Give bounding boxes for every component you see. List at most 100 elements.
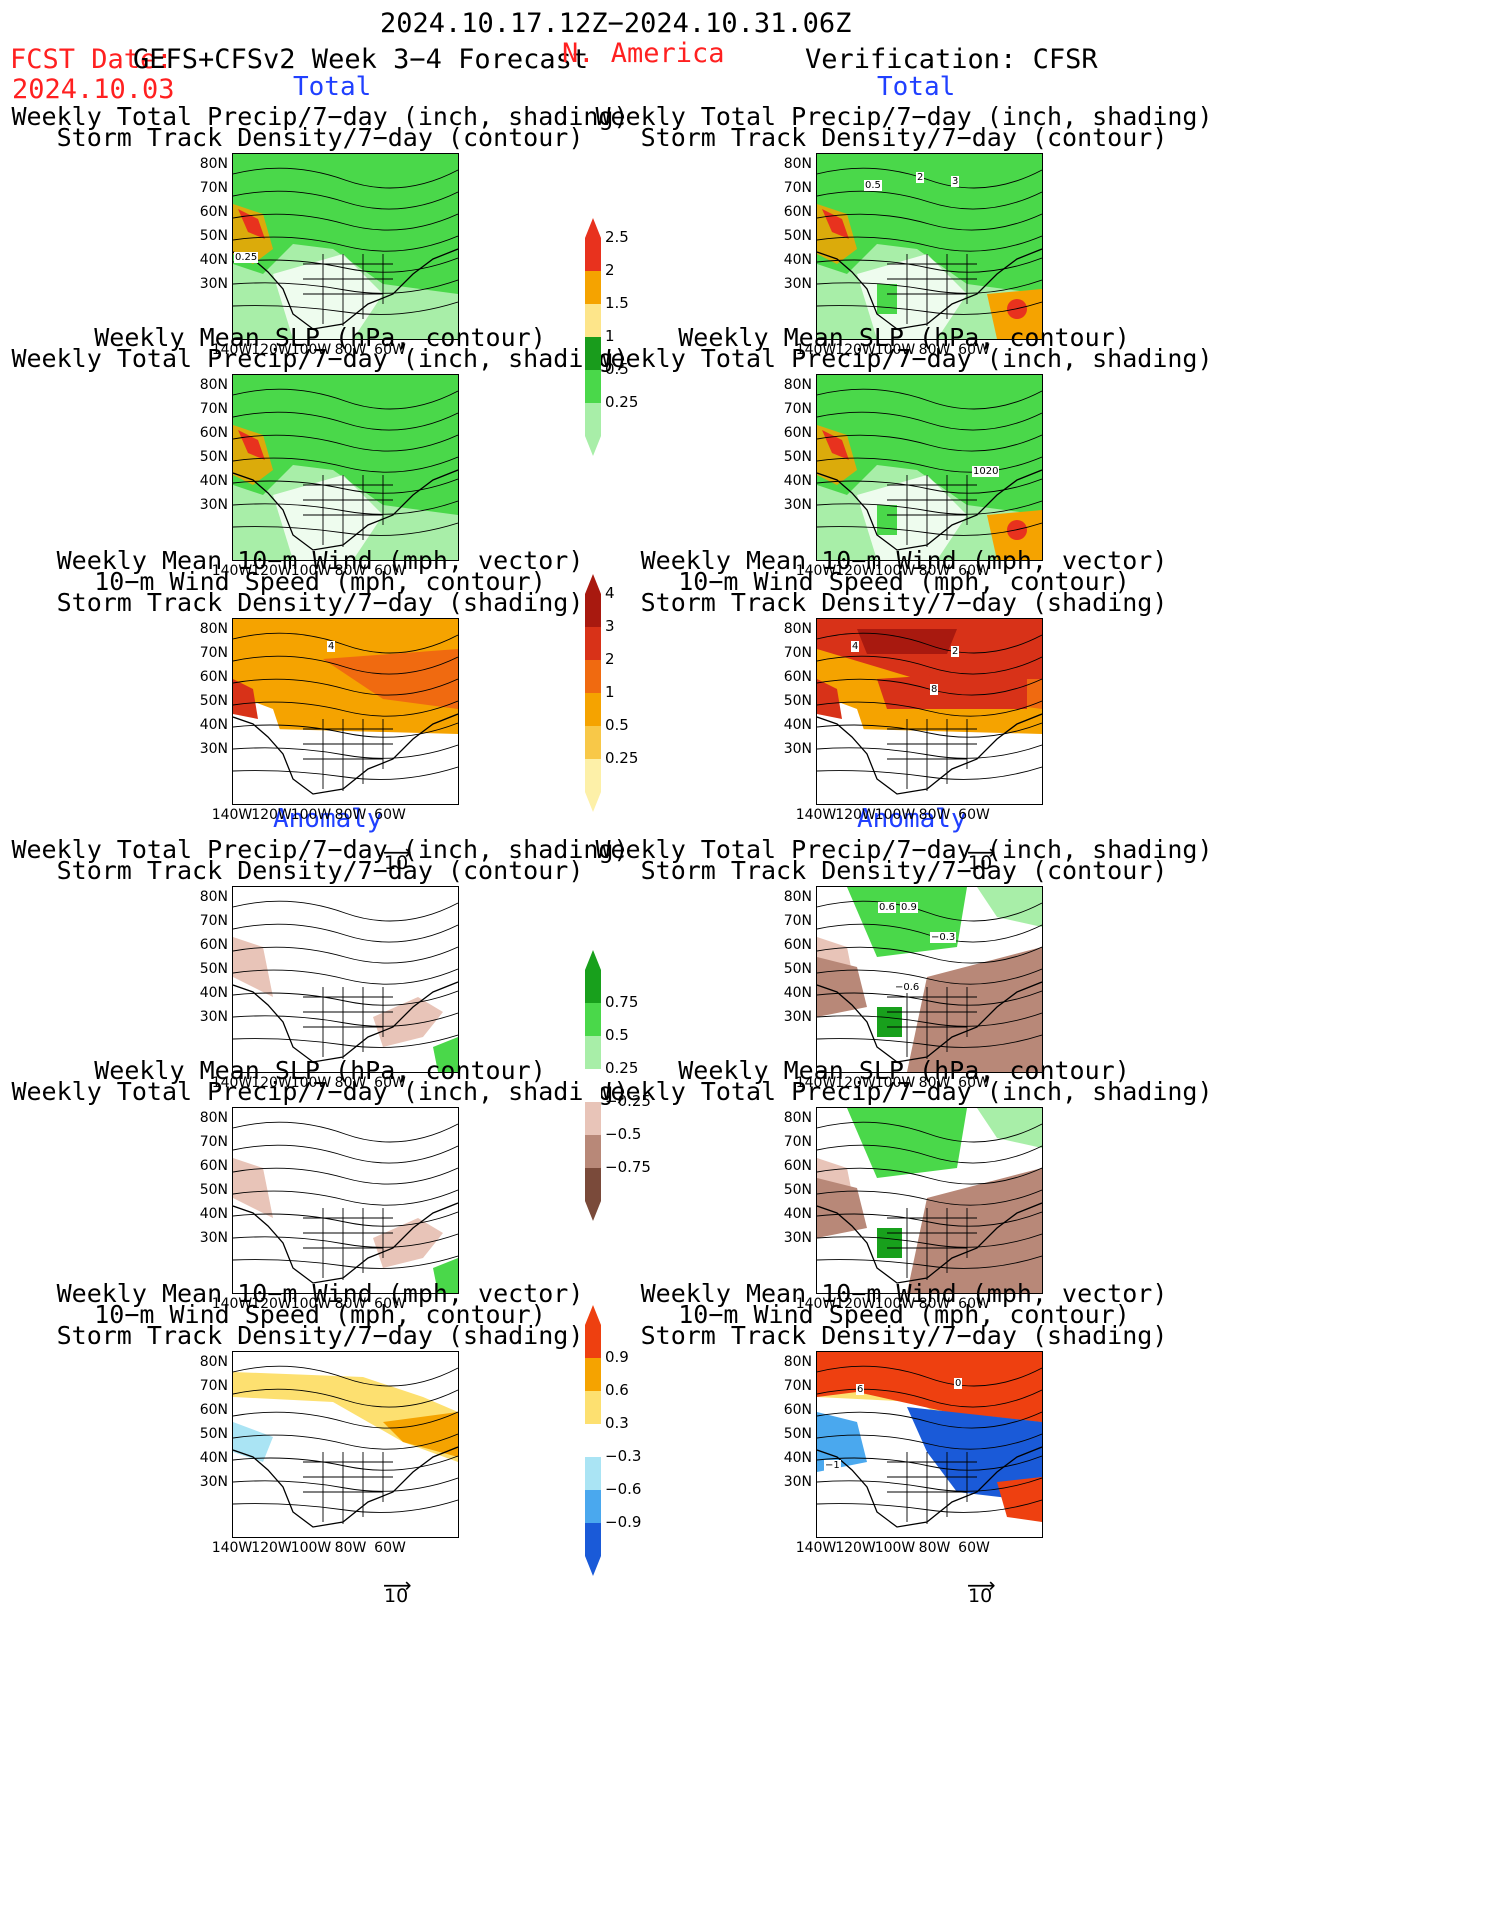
lat-label-80N: 80N — [199, 1354, 228, 1370]
panel-title-panom-left-line2: Storm Track Density/7−day (contour) — [56, 856, 584, 885]
lat-label-60N: 60N — [199, 937, 228, 953]
lat-label-30N: 30N — [783, 276, 812, 292]
lon-label-60W: 60W — [374, 1296, 406, 1312]
lat-label-40N: 40N — [783, 252, 812, 268]
fcst-date: 2024.10.03 — [12, 74, 175, 105]
map-label-e2: 2 — [951, 646, 960, 657]
lat-label-60N: 60N — [783, 669, 812, 685]
lon-label-140W: 140W — [795, 1296, 837, 1312]
lon-label-80W: 80W — [334, 342, 367, 358]
vector-arrow-icon: ⟶ — [383, 840, 412, 864]
map-sanom-left — [232, 1351, 459, 1538]
lon-label-100W: 100W — [290, 1296, 332, 1312]
panel-title-panom2-left-line1: Weekly Mean SLP (hPa, contour) — [94, 1056, 546, 1085]
map-label-g2: 0 — [954, 1378, 963, 1389]
verification-label: Verification: CFSR — [805, 44, 1098, 75]
lat-label-80N: 80N — [783, 1110, 812, 1126]
lat-label-70N: 70N — [199, 645, 228, 661]
map-label-b3: 3 — [951, 176, 960, 187]
lat-label-70N: 70N — [783, 913, 812, 929]
colorbar-storm_anom-label: 0.9 — [605, 1348, 629, 1366]
lat-label-50N: 50N — [199, 449, 228, 465]
colorbar-storm_total-label: 3 — [605, 617, 615, 635]
lat-label-70N: 70N — [199, 180, 228, 196]
lat-label-60N: 60N — [783, 1158, 812, 1174]
lon-label-100W: 100W — [290, 563, 332, 579]
lon-label-120W: 120W — [251, 1540, 292, 1556]
fcst-date-label: FCST Date: — [10, 44, 173, 75]
lat-label-40N: 40N — [783, 1206, 812, 1222]
map-stot-left — [232, 618, 459, 805]
panel-title-ptot-left-line2: Storm Track Density/7−day (contour) — [56, 123, 584, 152]
lon-label-80W: 80W — [918, 1296, 951, 1312]
lat-label-30N: 30N — [783, 497, 812, 513]
map-label-g1: 6 — [856, 1384, 865, 1395]
colorbar-storm_total-label: 0.25 — [605, 749, 639, 767]
lon-label-60W: 60W — [374, 807, 406, 823]
map-ptot-right — [816, 153, 1043, 340]
lat-label-80N: 80N — [783, 1354, 812, 1370]
colorbar-precip_total — [585, 218, 601, 460]
colorbar-precip_anom-label: 0.25 — [605, 1059, 639, 1077]
panel-title-stot-left-line2: 10−m Wind Speed (mph, contour) — [94, 567, 546, 596]
lat-label-70N: 70N — [783, 1378, 812, 1394]
panel-title-sanom-right-line2: 10−m Wind Speed (mph, contour) — [678, 1300, 1130, 1329]
panel-title-ptot2-right-line2: Weekly Total Precip/7−day (inch, shading… — [595, 344, 1213, 373]
lon-label-60W: 60W — [374, 342, 406, 358]
panel-title-sanom-left-line1: Weekly Mean 10−m Wind (mph, vector) — [56, 1279, 584, 1308]
lat-label-80N: 80N — [783, 889, 812, 905]
map-ptot2-left — [232, 374, 459, 561]
lat-label-60N: 60N — [199, 1158, 228, 1174]
panel-title-panom-right-line2: Storm Track Density/7−day (contour) — [640, 856, 1168, 885]
lon-label-140W: 140W — [211, 1540, 253, 1556]
lat-label-70N: 70N — [783, 401, 812, 417]
lon-label-140W: 140W — [795, 342, 837, 358]
panel-title-stot-left-line1: Weekly Mean 10−m Wind (mph, vector) — [56, 546, 584, 575]
panel-title-ptot-right-line1: Weekly Total Precip/7−day (inch, shading… — [595, 102, 1213, 131]
section-anomaly-left: Anomaly — [273, 804, 383, 834]
lon-label-60W: 60W — [958, 1075, 990, 1091]
map-label-b2: 2 — [916, 172, 925, 183]
lat-label-60N: 60N — [199, 425, 228, 441]
lat-label-70N: 70N — [783, 645, 812, 661]
lat-label-40N: 40N — [783, 473, 812, 489]
colorbar-precip_total-label: 1 — [605, 327, 615, 345]
lat-label-30N: 30N — [199, 1230, 228, 1246]
lon-label-80W: 80W — [334, 1296, 367, 1312]
panel-title-panom2-right-line2: Weekly Total Precip/7−day (inch, shading… — [595, 1077, 1213, 1106]
lon-label-100W: 100W — [874, 1075, 916, 1091]
lon-label-120W: 120W — [251, 342, 292, 358]
lat-label-60N: 60N — [783, 937, 812, 953]
lat-label-80N: 80N — [199, 156, 228, 172]
lon-label-80W: 80W — [918, 1540, 951, 1556]
lon-label-140W: 140W — [795, 1075, 837, 1091]
panel-title-panom-left-line1: Weekly Total Precip/7−day (inch, shading… — [11, 835, 629, 864]
colorbar-precip_total-label: 0.25 — [605, 393, 639, 411]
lon-label-100W: 100W — [874, 1296, 916, 1312]
lon-label-100W: 100W — [290, 1075, 332, 1091]
lat-label-30N: 30N — [783, 1474, 812, 1490]
lon-label-120W: 120W — [835, 807, 876, 823]
lat-label-80N: 80N — [783, 377, 812, 393]
map-label-d: 4 — [327, 641, 336, 652]
lat-label-70N: 70N — [783, 1134, 812, 1150]
lon-label-80W: 80W — [918, 1075, 951, 1091]
map-panom-right — [816, 886, 1043, 1073]
section-total-right: Total — [877, 72, 956, 102]
lon-label-80W: 80W — [918, 342, 951, 358]
lat-label-60N: 60N — [199, 1402, 228, 1418]
section-anomaly-right: Anomaly — [857, 804, 967, 834]
colorbar-precip_total-label: 1.5 — [605, 294, 629, 312]
model-title: GEFS+CFSv2 Week 3−4 Forecast — [133, 44, 589, 75]
map-ptot-left — [232, 153, 459, 340]
lon-label-60W: 60W — [958, 563, 990, 579]
panel-title-ptot-right-line2: Storm Track Density/7−day (contour) — [640, 123, 1168, 152]
map-ptot2-right — [816, 374, 1043, 561]
lat-label-50N: 50N — [783, 693, 812, 709]
lat-label-60N: 60N — [783, 425, 812, 441]
lon-label-140W: 140W — [211, 563, 253, 579]
lat-label-80N: 80N — [199, 889, 228, 905]
lat-label-80N: 80N — [199, 1110, 228, 1126]
colorbar-precip_anom-label: −0.5 — [605, 1125, 642, 1143]
lon-label-120W: 120W — [835, 1296, 876, 1312]
